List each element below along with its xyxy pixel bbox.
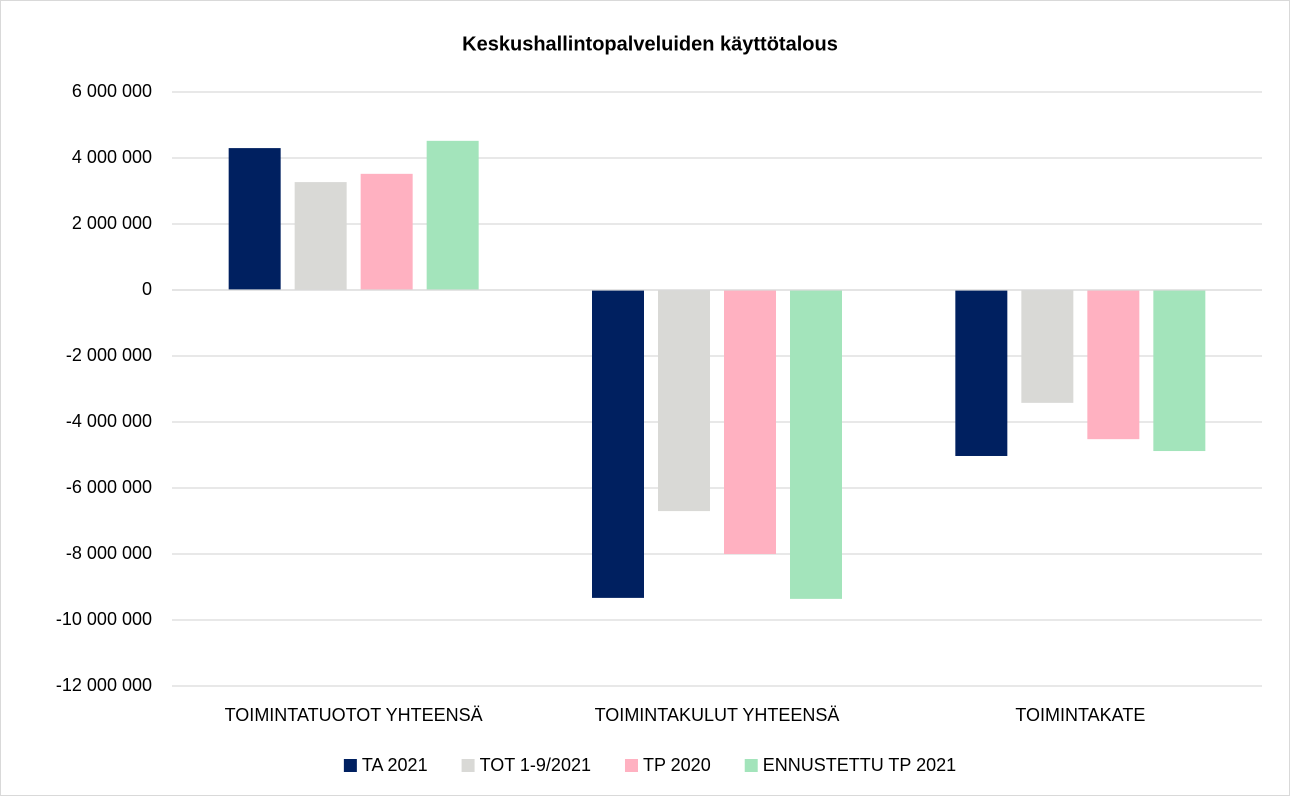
bar [426, 140, 479, 290]
y-tick-label: -2 000 000 [66, 345, 152, 365]
x-tick-label: TOIMINTATUOTOT YHTEENSÄ [225, 705, 483, 725]
y-tick-label: 6 000 000 [72, 81, 152, 101]
bar [790, 290, 842, 599]
x-tick-label: TOIMINTAKATE [1015, 705, 1145, 725]
y-tick-label: 0 [142, 279, 152, 299]
x-tick-label: TOIMINTAKULUT YHTEENSÄ [595, 705, 840, 725]
bar [1087, 290, 1140, 440]
chart-title: Keskushallintopalveluiden käyttötalous [462, 33, 838, 55]
legend-label: TOT 1-9/2021 [480, 755, 591, 775]
legend-label: TP 2020 [643, 755, 711, 775]
y-tick-label: 4 000 000 [72, 147, 152, 167]
y-tick-label: -4 000 000 [66, 411, 152, 431]
bar [360, 173, 413, 290]
legend-swatch [624, 759, 638, 772]
y-tick-label: -6 000 000 [66, 477, 152, 497]
legend-swatch [461, 759, 475, 772]
y-tick-label: 2 000 000 [72, 213, 152, 233]
bar [294, 182, 347, 290]
legend-swatch [343, 759, 357, 772]
legend-swatch [744, 759, 758, 772]
y-tick-label: -12 000 000 [56, 675, 152, 695]
legend-label: TA 2021 [362, 755, 428, 775]
bar [658, 290, 710, 512]
bar [592, 290, 644, 598]
legend-label: ENNUSTETTU TP 2021 [763, 755, 956, 775]
bar [955, 290, 1008, 456]
bar [724, 290, 776, 554]
bar [1021, 290, 1074, 403]
bar [228, 148, 281, 290]
y-tick-label: -10 000 000 [56, 609, 152, 629]
bar [1153, 290, 1206, 452]
y-tick-label: -8 000 000 [66, 543, 152, 563]
